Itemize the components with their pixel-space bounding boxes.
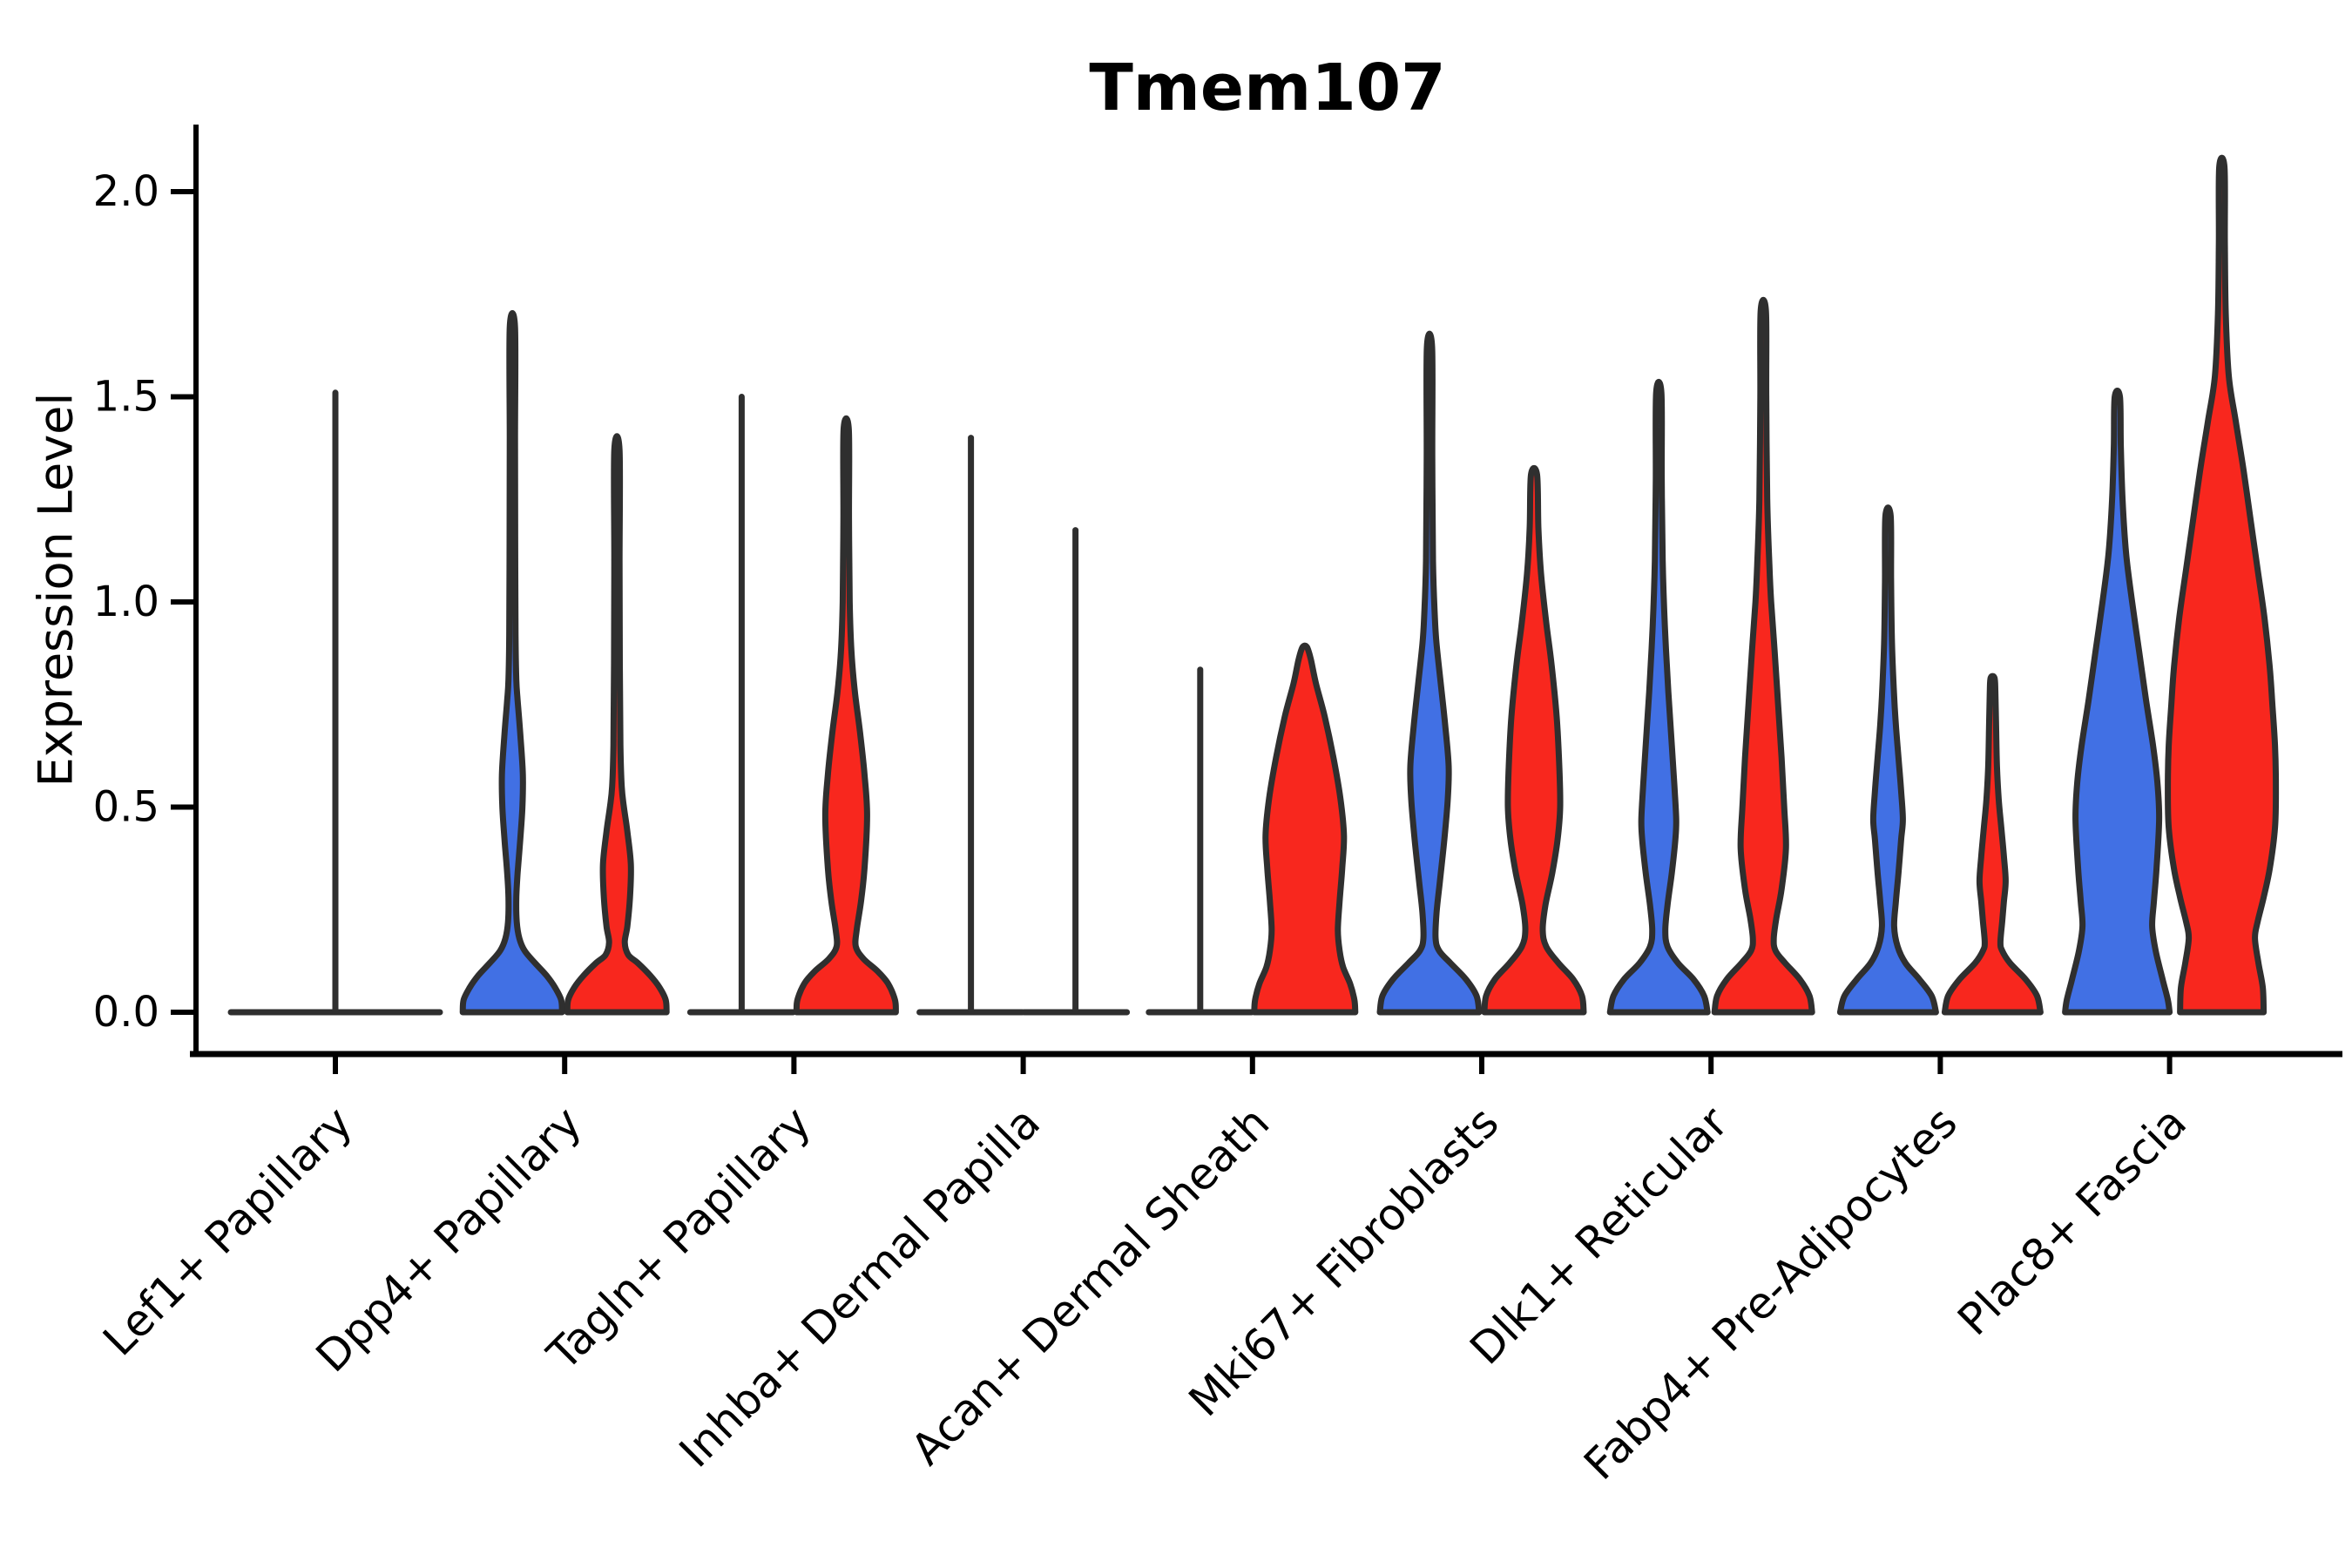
y-tick-label: 1.0 (93, 578, 159, 626)
violin-6-blue (1606, 378, 1711, 1016)
plot-title: Tmem107 (91, 51, 2352, 125)
violin-7-blue (1836, 504, 1939, 1016)
y-tick-label: 0.5 (93, 783, 159, 832)
x-category-label: Lef1+ Papillary (93, 1097, 362, 1365)
plot-title-text: Tmem107 (1089, 51, 1446, 125)
y-tick-label: 1.5 (93, 373, 159, 422)
violin-7-red (1941, 672, 2044, 1016)
violin-1-blue (459, 310, 565, 1016)
violin-2-red (793, 415, 899, 1016)
y-tick-label: 0.0 (93, 988, 159, 1037)
x-category-label: Plac8+ Fascia (1948, 1097, 2196, 1345)
violin-5-blue (1376, 330, 1483, 1016)
violin-8-red (2165, 154, 2280, 1016)
y-axis-label-text: Expression Level (28, 392, 84, 787)
violin-6-red (1711, 296, 1815, 1016)
violin-5-red (1481, 464, 1587, 1016)
y-tick-label: 2.0 (93, 167, 159, 216)
violin-1-red (564, 433, 670, 1016)
violin-4-red (1251, 642, 1359, 1016)
violin-8-blue (2062, 387, 2173, 1016)
x-category-label: Fabp4+ Pre-Adipocytes (1574, 1097, 1967, 1490)
